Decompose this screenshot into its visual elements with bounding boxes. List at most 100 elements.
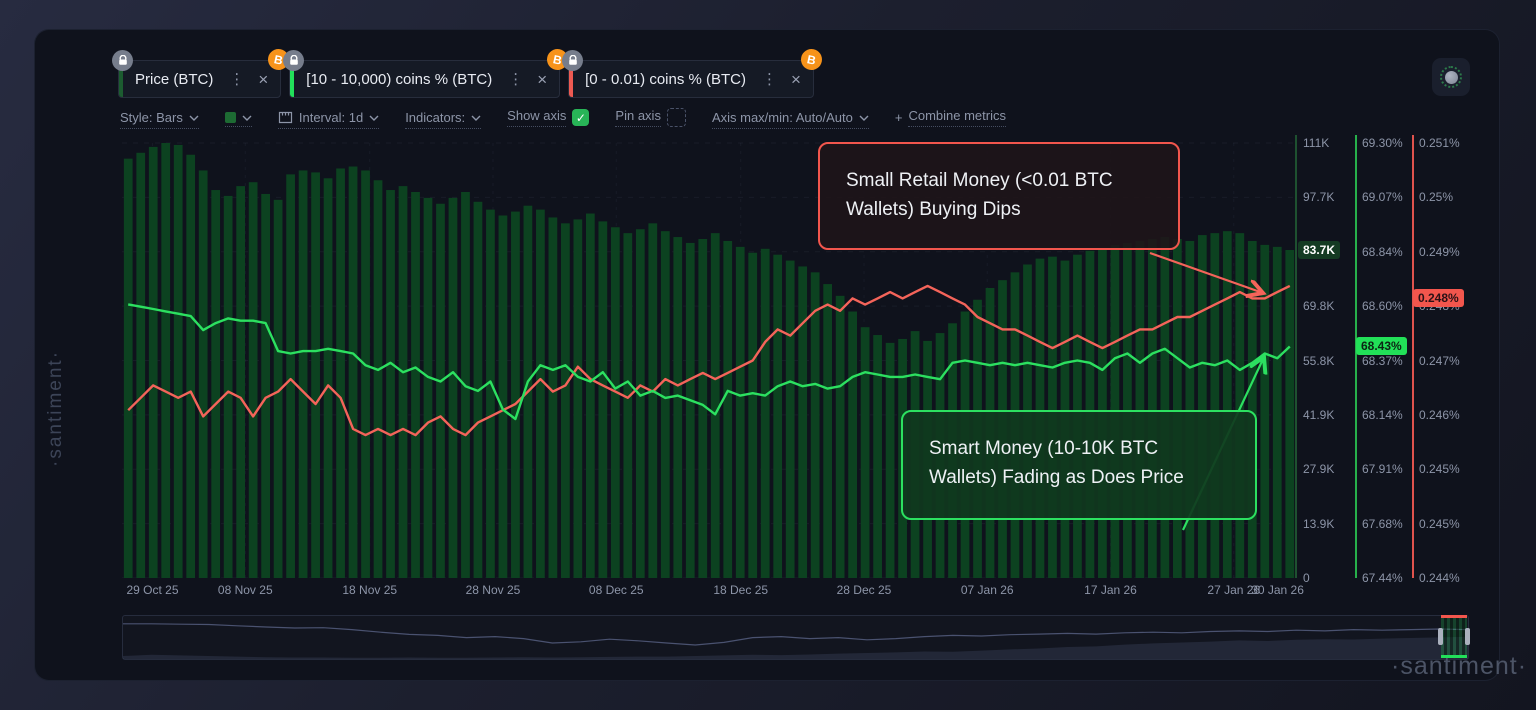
tab-close-icon[interactable]: ×	[537, 69, 548, 89]
smart-money-axis-line	[1355, 135, 1357, 578]
axis-tick-label: 0	[1303, 571, 1310, 585]
interval-dropdown[interactable]: Interval: 1d	[277, 110, 380, 129]
x-axis-date-label: 08 Dec 25	[588, 583, 644, 597]
x-axis-date-label: 18 Dec 25	[713, 583, 769, 597]
tab-close-icon[interactable]: ×	[258, 69, 269, 89]
chart-widget: ·santiment· Price (BTC) ⋮ × B [10 - 10,0…	[35, 30, 1526, 680]
tab-menu-icon[interactable]: ⋮	[762, 71, 778, 88]
annotation-retail-buying-dips[interactable]: Small Retail Money (<0.01 BTC Wallets) B…	[818, 142, 1180, 250]
indicators-label: Indicators:	[405, 110, 466, 125]
metric-tabs-row: Price (BTC) ⋮ × B [10 - 10,000) coins % …	[112, 47, 824, 98]
sphere-core	[1444, 70, 1458, 84]
retail-axis-line	[1412, 135, 1414, 578]
sphere-icon	[1440, 66, 1462, 88]
x-axis-date-label: 28 Nov 25	[465, 583, 521, 597]
tab-menu-icon[interactable]: ⋮	[508, 71, 524, 88]
x-axis-date-label: 08 Nov 25	[217, 583, 273, 597]
axis-tick-label: 68.37%	[1362, 353, 1403, 368]
lock-icon	[112, 50, 133, 71]
checkbox-checked-icon[interactable]: ✓	[572, 109, 590, 126]
axis-tick-label: 55.8K	[1303, 353, 1335, 368]
metric-tab-label: [10 - 10,000) coins % (BTC)	[306, 70, 493, 88]
chevron-down-icon	[471, 115, 481, 121]
tab-menu-icon[interactable]: ⋮	[229, 71, 245, 88]
interval-label: Interval: 1d	[298, 110, 364, 125]
axis-maxmin-label: Axis max/min: Auto/Auto	[711, 110, 853, 125]
bitcoin-icon: B	[798, 47, 824, 72]
x-axis-date-label: 07 Jan 26	[960, 583, 1014, 597]
widget-options-button[interactable]	[1432, 58, 1470, 96]
chart-toolbar: Style: Bars Interval: 1d Indicators: Sho…	[120, 108, 1006, 131]
axis-tick-label: 0.25%	[1419, 190, 1454, 205]
navigator-preview-chart[interactable]	[123, 616, 1469, 659]
smart-money-current-value-badge: 68.43%	[1356, 337, 1407, 356]
chevron-down-icon	[369, 115, 379, 121]
axis-tick-label: 0.244%	[1419, 571, 1460, 585]
metric-tab-retail[interactable]: B [0 - 0.01) coins % (BTC) ⋮ × B	[545, 47, 824, 98]
annotation-smart-money-fading[interactable]: Smart Money (10-10K BTC Wallets) Fading …	[901, 410, 1257, 520]
chevron-down-icon	[189, 115, 199, 121]
axis-tick-label: 0.251%	[1419, 136, 1460, 150]
chevron-down-icon	[242, 115, 252, 121]
x-axis-date-label: 28 Dec 25	[836, 583, 892, 597]
axis-tick-label: 0.246%	[1419, 407, 1460, 422]
show-axis-toggle[interactable]: Show axis ✓	[507, 108, 590, 131]
axis-tick-label: 69.07%	[1362, 190, 1403, 205]
metric-color-bar	[290, 61, 295, 97]
metric-tab-price[interactable]: Price (BTC) ⋮ ×	[112, 50, 282, 98]
axis-tick-label: 67.91%	[1362, 462, 1403, 477]
axis-tick-label: 13.9K	[1303, 516, 1335, 531]
interval-icon	[278, 111, 292, 124]
style-label: Style: Bars	[120, 110, 183, 125]
lock-icon	[283, 50, 305, 71]
indicators-dropdown[interactable]: Indicators:	[405, 110, 482, 129]
axis-tick-label: 69.30%	[1362, 136, 1403, 150]
axis-tick-label: 68.14%	[1362, 407, 1403, 422]
metric-tab-smart-money[interactable]: B [10 - 10,000) coins % (BTC) ⋮ ×	[266, 47, 561, 98]
axis-tick-label: 69.8K	[1303, 299, 1335, 314]
axis-tick-label: 27.9K	[1303, 462, 1335, 477]
axis-tick-label: 97.7K	[1303, 190, 1335, 205]
axis-tick-label: 0.245%	[1419, 462, 1460, 477]
price-current-value-badge: 83.7K	[1298, 240, 1341, 259]
pin-axis-toggle[interactable]: Pin axis	[615, 108, 686, 131]
axis-tick-label: 68.84%	[1362, 244, 1403, 259]
metric-color-bar	[569, 61, 574, 97]
time-range-navigator[interactable]	[122, 615, 1470, 660]
axis-tick-label: 111K	[1303, 136, 1330, 150]
plus-icon: +	[894, 110, 903, 125]
axis-tick-label: 41.9K	[1303, 407, 1335, 422]
x-axis-date-label: 27 Jan 26	[1207, 583, 1261, 597]
retail-current-value-badge: 0.248%	[1413, 289, 1464, 308]
show-axis-label: Show axis	[507, 108, 567, 127]
chevron-down-icon	[859, 115, 869, 121]
price-axis-line	[1295, 135, 1297, 578]
navigator-brush-selection[interactable]	[1438, 615, 1470, 658]
axis-tick-label: 67.68%	[1362, 516, 1403, 531]
color-dropdown[interactable]	[224, 112, 252, 127]
axis-maxmin-dropdown[interactable]: Axis max/min: Auto/Auto	[711, 110, 869, 129]
style-dropdown[interactable]: Style: Bars	[120, 110, 199, 129]
brush-handle-right[interactable]	[1465, 628, 1470, 645]
metric-tab-label: [0 - 0.01) coins % (BTC)	[585, 70, 747, 88]
combine-metrics-button[interactable]: + Combine metrics	[895, 108, 1006, 131]
axis-tick-label: 0.249%	[1419, 244, 1460, 259]
tab-close-icon[interactable]: ×	[791, 69, 801, 89]
x-axis-date-label: 29 Oct 25	[126, 583, 179, 597]
x-axis-date-label: 17 Jan 26	[1084, 583, 1137, 597]
santiment-watermark-vertical: ·santiment·	[45, 349, 66, 467]
metric-tab-label: Price (BTC)	[135, 70, 214, 88]
combine-metrics-label: Combine metrics	[908, 108, 1006, 127]
axis-tick-label: 0.245%	[1419, 516, 1460, 531]
x-axis-date-label: 18 Nov 25	[342, 583, 398, 597]
axis-tick-label: 68.60%	[1362, 299, 1403, 314]
x-axis-date-label: 30 Jan 26	[1251, 583, 1304, 597]
color-swatch	[224, 112, 236, 123]
pin-axis-label: Pin axis	[615, 108, 661, 127]
brush-handle-left[interactable]	[1438, 628, 1443, 645]
axis-tick-label: 0.247%	[1419, 353, 1460, 368]
axis-tick-label: 67.44%	[1362, 571, 1403, 585]
metric-color-bar	[119, 61, 123, 97]
checkbox-unchecked-icon[interactable]	[666, 108, 686, 127]
lock-icon	[562, 50, 584, 71]
